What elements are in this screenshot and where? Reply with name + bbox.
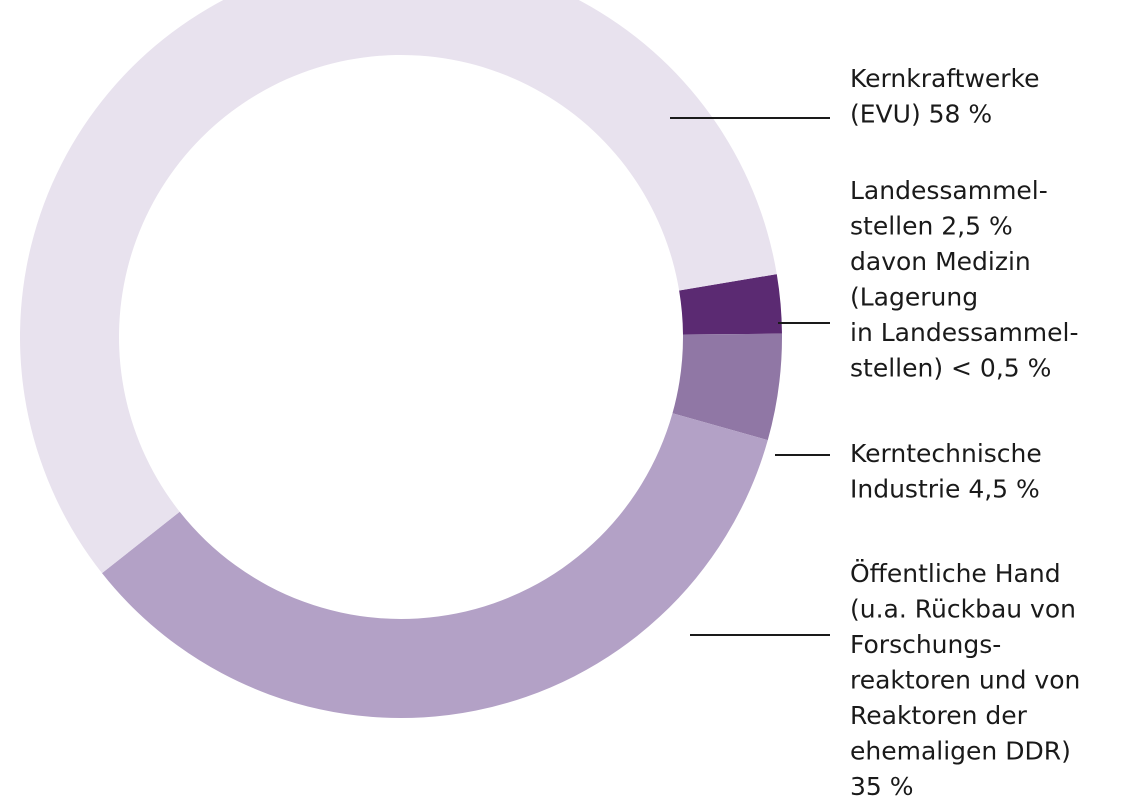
category-label-line: Öffentliche Hand [850,559,1061,588]
category-label: Kerntechnische [850,439,1042,468]
category-label-line: stellen [850,212,933,241]
category-label-line: Industrie [850,475,960,504]
category-label: stellen 2,5 % [850,212,1013,241]
category-label-line: Kernkraftwerke [850,64,1040,93]
category-label: Landessammel- [850,176,1048,205]
category-label: (EVU) 58 % [850,100,992,129]
category-label-line: Reaktoren der [850,701,1028,730]
category-label-line: ehemaligen DDR) [850,737,1071,766]
category-label: Forschungs- [850,630,1001,659]
donut-segment [672,333,782,441]
category-label: reaktoren und von [850,666,1080,695]
category-label-line: Forschungs- [850,630,1001,659]
category-label-line: Kerntechnische [850,439,1042,468]
value-label: 2,5 % [941,212,1012,241]
category-label: (u.a. Rückbau von [850,595,1076,624]
category-label: Kernkraftwerke [850,64,1040,93]
donut-segment [679,274,782,335]
category-label-line: Landessammel- [850,176,1048,205]
donut-segment [102,413,768,718]
category-label-line: reaktoren und von [850,666,1080,695]
annotation: in Landessammel- [850,318,1079,347]
category-label-line: (u.a. Rückbau von [850,595,1076,624]
value-label: 58 % [929,100,993,129]
annotation: stellen) < 0,5 % [850,354,1051,383]
category-label-line: (EVU) [850,100,921,129]
annotation: (Lagerung [850,283,978,312]
category-label: Industrie 4,5 % [850,475,1040,504]
value-label: 35 % [850,772,914,801]
donut-segment [20,0,777,574]
annotation: davon Medizin [850,247,1031,276]
value-label: 4,5 % [968,475,1039,504]
category-label: Öffentliche Hand [850,559,1061,588]
category-label: Reaktoren der [850,701,1028,730]
category-label: ehemaligen DDR) [850,737,1071,766]
